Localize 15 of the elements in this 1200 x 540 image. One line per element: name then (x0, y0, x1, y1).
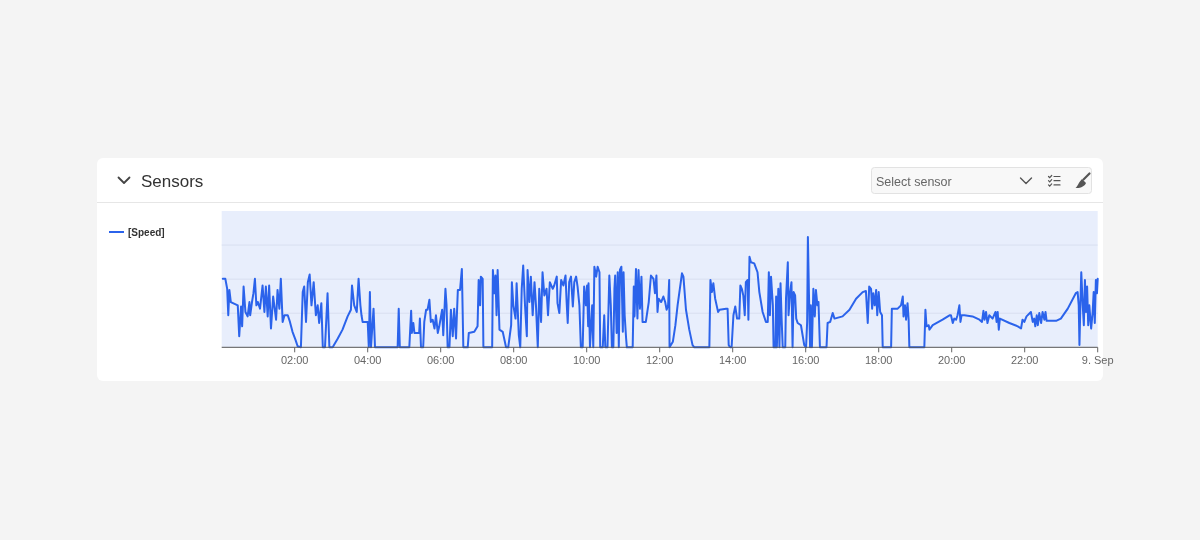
x-tick-label: 18:00 (864, 354, 893, 367)
x-tick-label: 04:00 (353, 354, 382, 367)
text: Select sensor (876, 174, 952, 189)
x-tick-label: 16:00 (791, 354, 820, 367)
chart-title: Sensors (141, 172, 204, 191)
x-tick-label: 20:00 (937, 354, 966, 367)
x-tick-label: 12:00 (645, 354, 674, 367)
x-tick-label: 22:00 (1010, 354, 1039, 367)
x-tick-label: 9. Sep (1081, 354, 1114, 367)
x-tick-label: 02:00 (280, 354, 309, 367)
x-tick-label: 06:00 (426, 354, 455, 367)
x-tick-label: 08:00 (499, 354, 528, 367)
x-tick-label: 10:00 (572, 354, 601, 367)
legend-label: [Speed] (128, 226, 165, 238)
x-tick-label: 14:00 (718, 354, 747, 367)
